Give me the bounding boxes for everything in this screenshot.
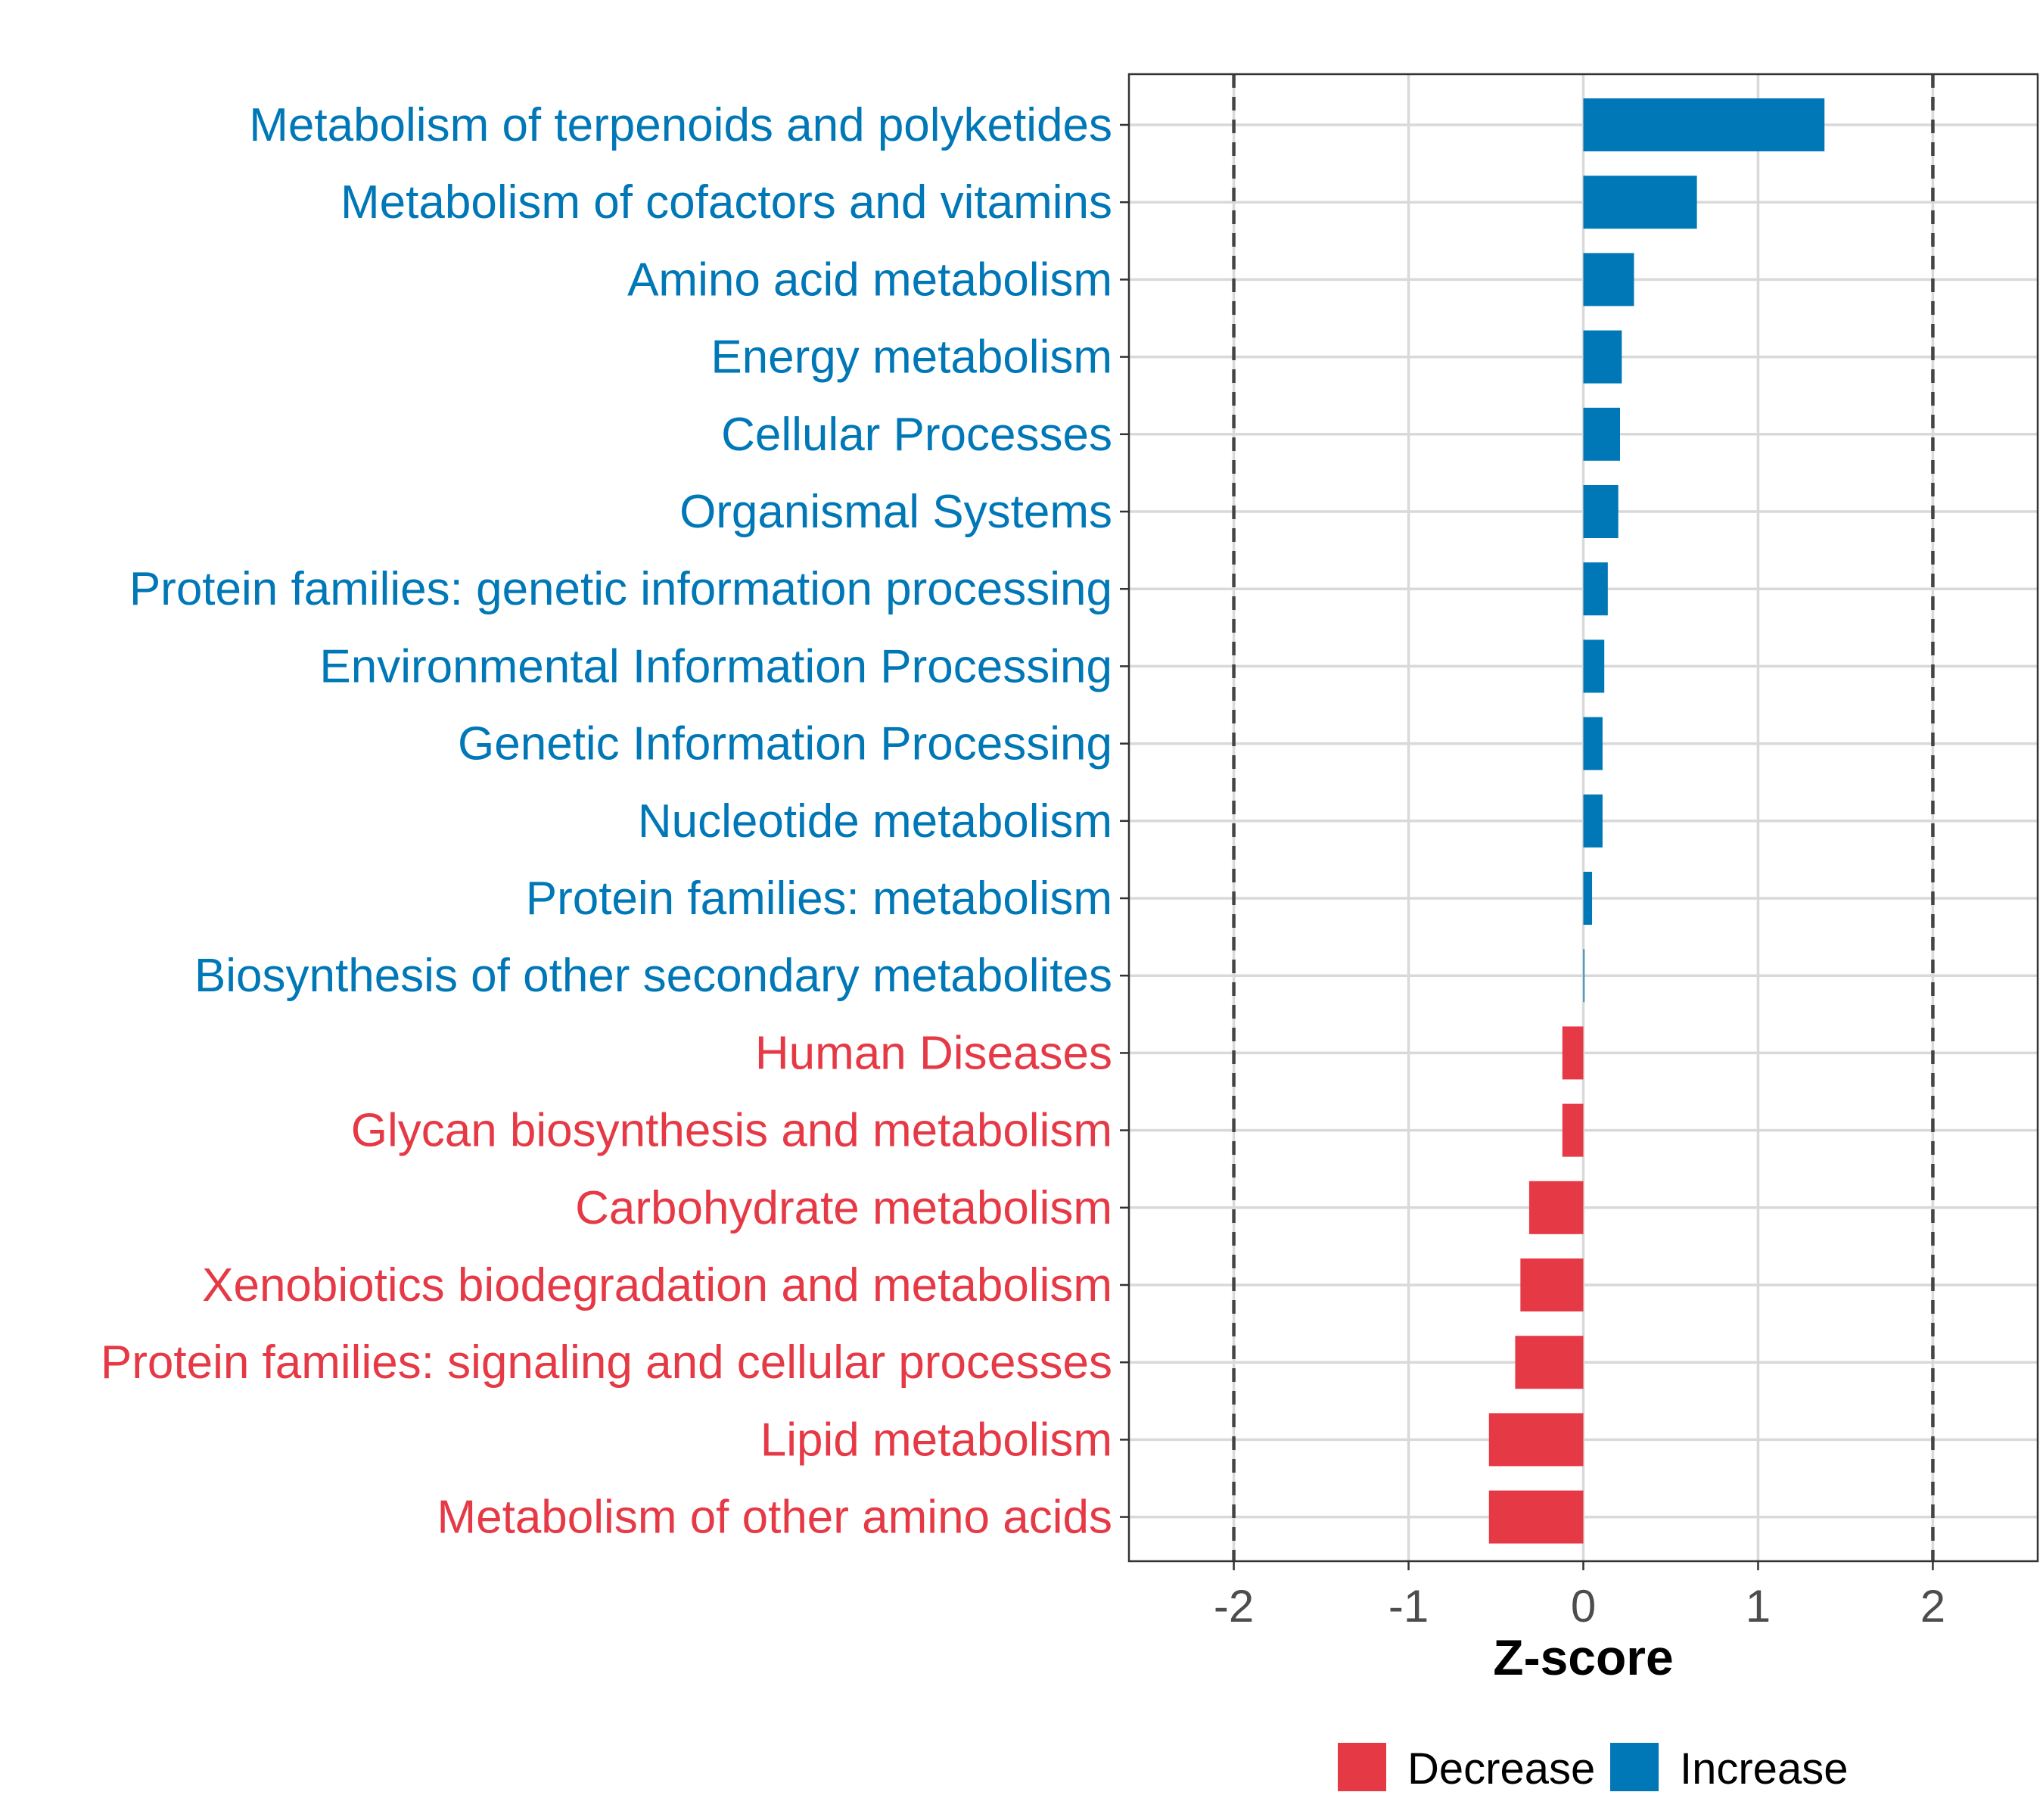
y-tick-label-9: Nucleotide metabolism <box>638 795 1112 848</box>
y-tick-label-12: Human Diseases <box>755 1027 1112 1079</box>
y-tick-label-2: Amino acid metabolism <box>627 254 1112 306</box>
y-tick-label-1: Metabolism of cofactors and vitamins <box>340 176 1112 229</box>
y-tick-label-16: Protein families: signaling and cellular… <box>101 1336 1112 1389</box>
y-axis-ticks <box>1120 123 1129 1518</box>
legend-key-decrease <box>1338 1743 1386 1791</box>
bar-1 <box>1583 176 1697 229</box>
y-axis-labels: Metabolism of terpenoids and polyketides… <box>101 99 1112 1544</box>
y-tick-label-5: Organismal Systems <box>679 486 1112 538</box>
y-tick-label-0: Metabolism of terpenoids and polyketides <box>249 99 1112 151</box>
bars <box>1488 98 1825 1544</box>
bar-8 <box>1583 717 1603 770</box>
y-tick-label-7: Environmental Information Processing <box>319 640 1112 692</box>
bar-13 <box>1562 1103 1584 1157</box>
bar-4 <box>1583 407 1621 461</box>
x-axis-ticks: -2 -1 0 1 2 <box>1214 1561 1945 1632</box>
bar-14 <box>1528 1181 1584 1234</box>
bar-11 <box>1583 949 1584 1003</box>
bar-10 <box>1583 872 1593 925</box>
legend-key-increase <box>1610 1743 1659 1791</box>
y-tick-label-18: Metabolism of other amino acids <box>437 1492 1112 1544</box>
y-tick-label-11: Biosynthesis of other secondary metaboli… <box>194 950 1112 1002</box>
y-tick-label-4: Cellular Processes <box>721 409 1112 461</box>
reference-lines <box>1232 74 1935 1561</box>
y-tick-label-17: Lipid metabolism <box>760 1414 1112 1466</box>
y-tick-label-3: Energy metabolism <box>711 331 1112 384</box>
bar-7 <box>1583 639 1605 693</box>
x-tick-label-0: -2 <box>1214 1581 1254 1632</box>
y-tick-label-15: Xenobiotics biodegradation and metabolis… <box>202 1259 1112 1311</box>
bar-5 <box>1583 485 1619 538</box>
x-axis-title: Z-score <box>1493 1629 1673 1685</box>
x-tick-label-4: 2 <box>1920 1581 1945 1632</box>
y-tick-label-13: Glycan biosynthesis and metabolism <box>351 1105 1112 1157</box>
y-tick-label-10: Protein families: metabolism <box>526 873 1112 925</box>
bar-15 <box>1520 1258 1584 1311</box>
x-tick-label-1: -1 <box>1388 1581 1429 1632</box>
bar-3 <box>1583 330 1622 384</box>
y-tick-label-8: Genetic Information Processing <box>458 718 1112 770</box>
bar-9 <box>1583 794 1603 848</box>
bar-18 <box>1488 1490 1584 1544</box>
x-tick-label-3: 1 <box>1746 1581 1771 1632</box>
y-tick-label-14: Carbohydrate metabolism <box>575 1182 1112 1234</box>
bar-16 <box>1515 1336 1584 1389</box>
legend: Decrease Increase <box>1338 1743 1848 1794</box>
bar-2 <box>1583 253 1634 306</box>
y-tick-label-6: Protein families: genetic information pr… <box>129 563 1112 615</box>
bar-6 <box>1583 562 1608 616</box>
x-tick-label-2: 0 <box>1571 1581 1596 1632</box>
legend-label-decrease: Decrease <box>1407 1744 1595 1794</box>
bar-17 <box>1488 1413 1584 1467</box>
bar-12 <box>1562 1026 1584 1080</box>
legend-label-increase: Increase <box>1680 1744 1848 1794</box>
bar-0 <box>1583 98 1825 151</box>
